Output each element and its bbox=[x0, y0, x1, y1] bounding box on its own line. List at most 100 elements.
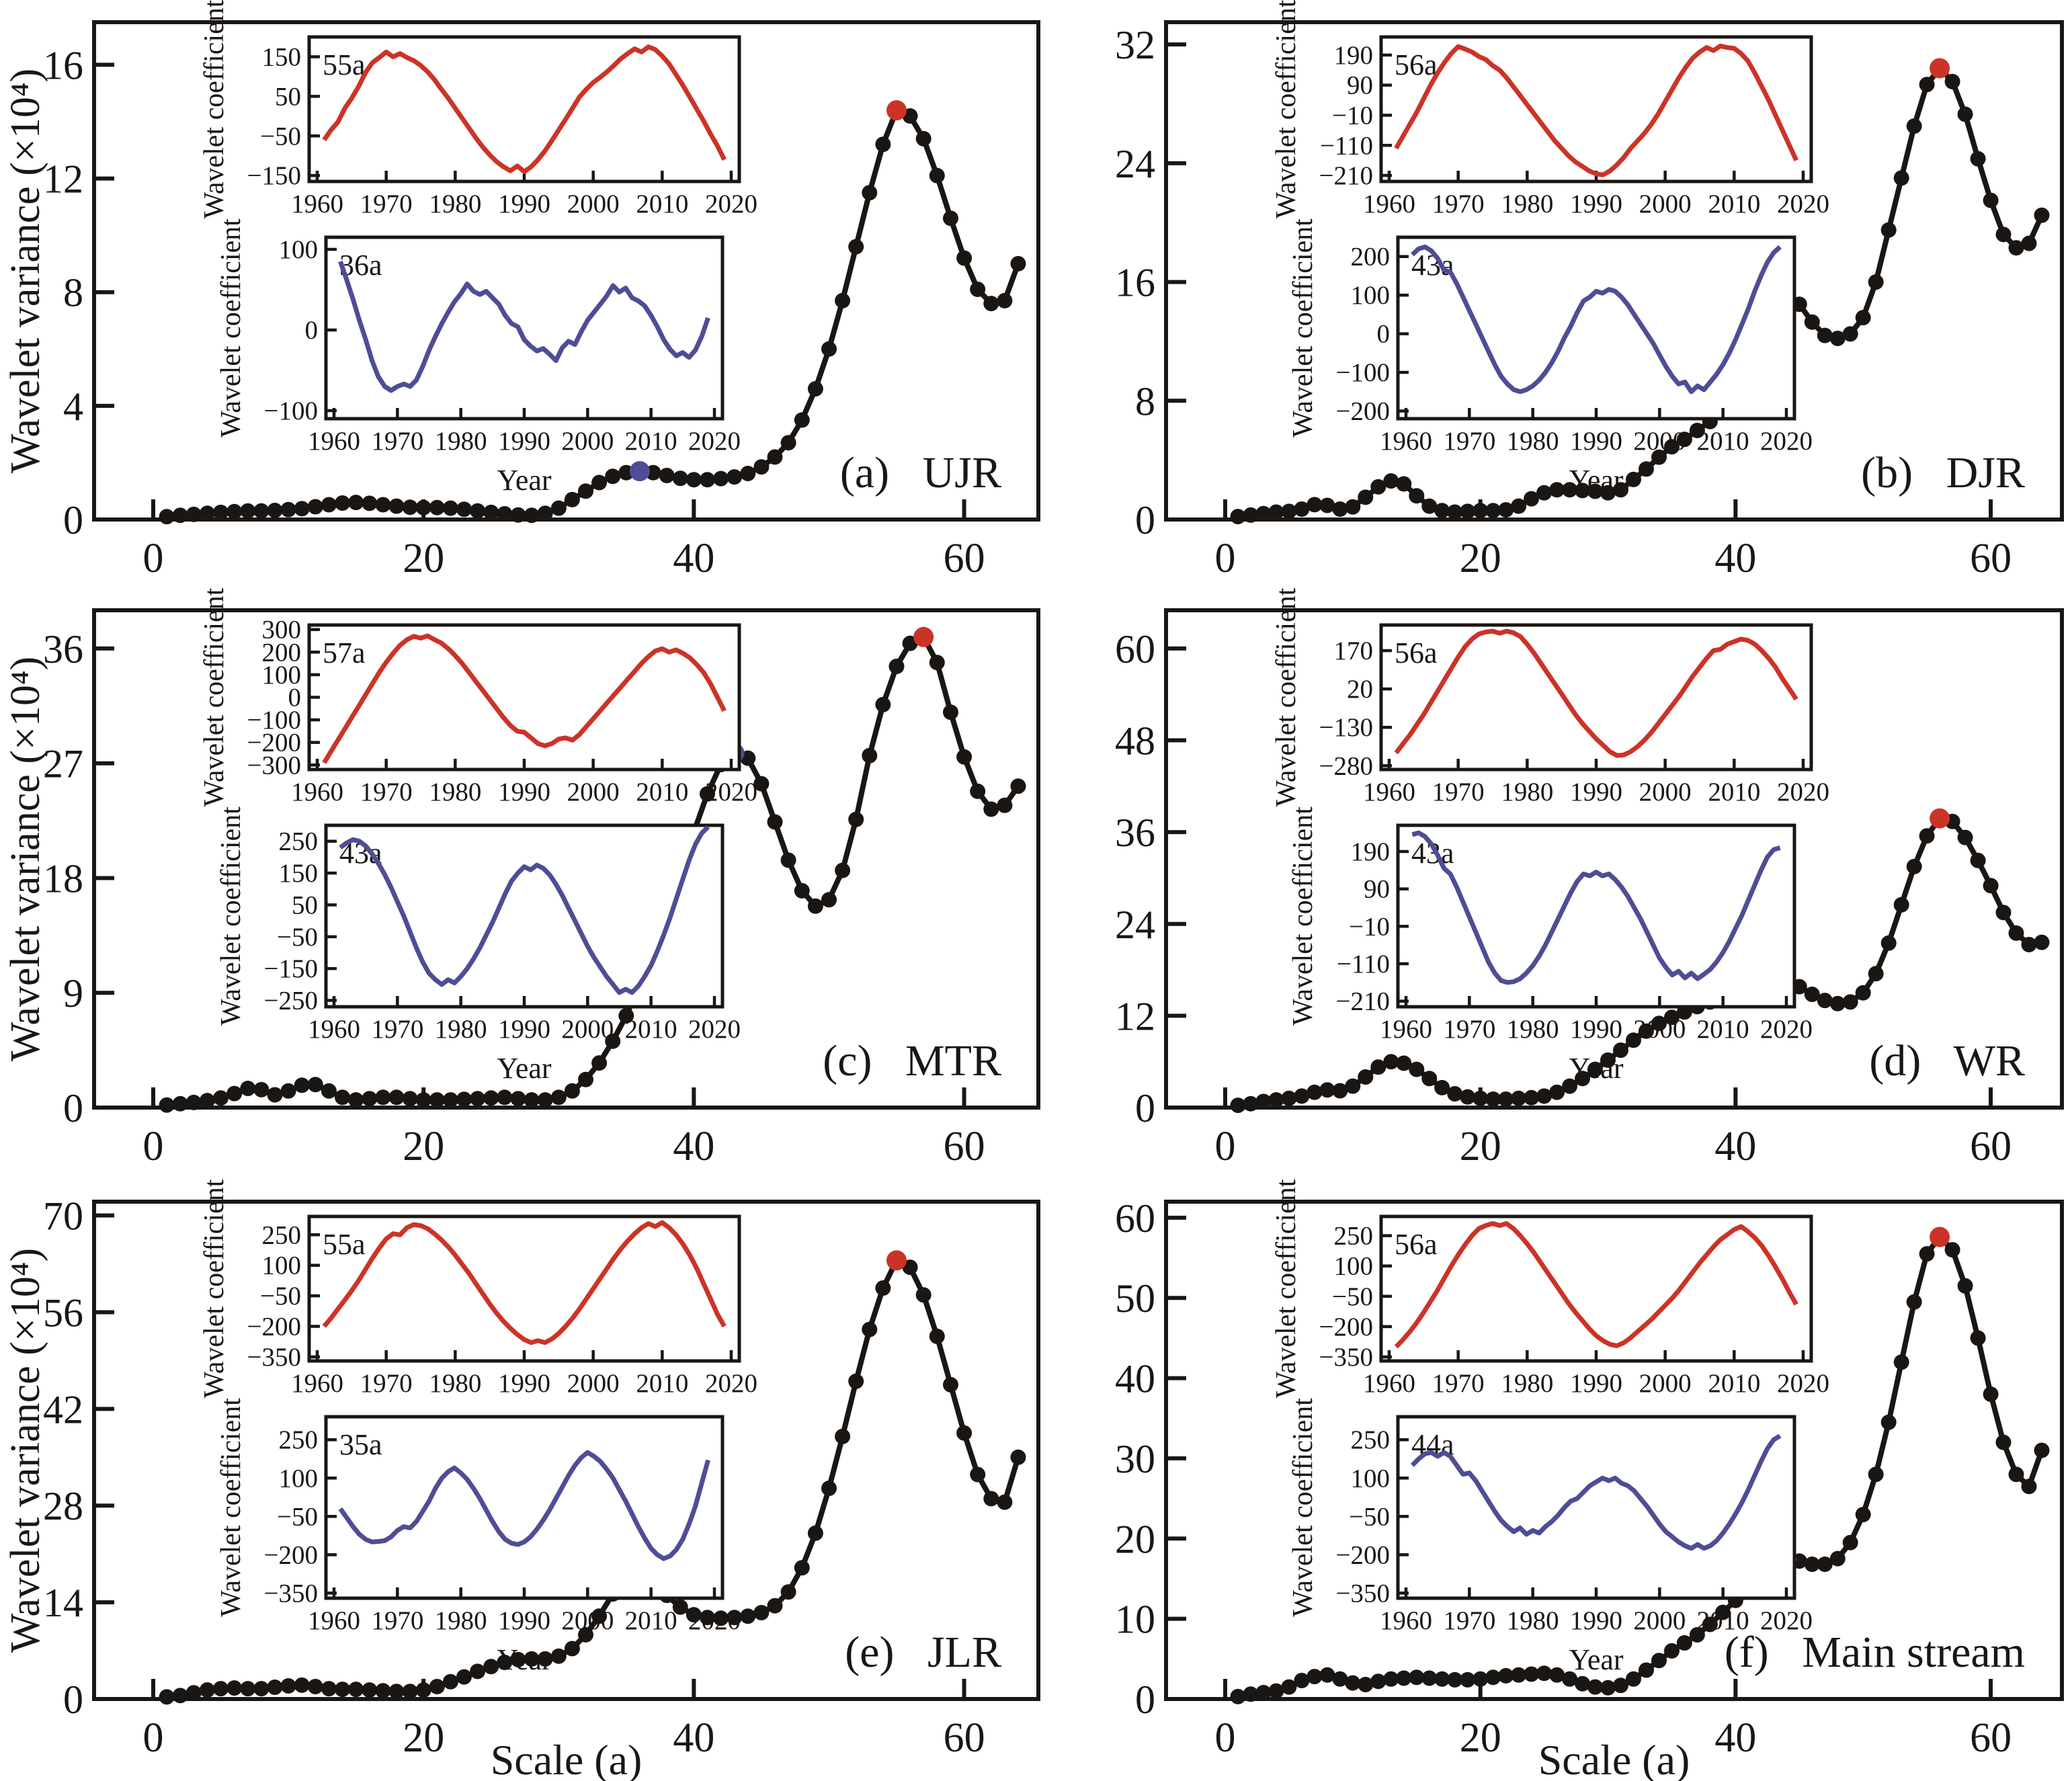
data-point bbox=[1613, 482, 1628, 498]
inset-x-tick-label: 1990 bbox=[498, 1015, 550, 1044]
x-tick-label: 60 bbox=[944, 1124, 985, 1169]
data-point bbox=[280, 1678, 296, 1694]
data-point bbox=[172, 1095, 188, 1112]
inset-x-tick-label: 2000 bbox=[567, 778, 620, 806]
inset-x-tick-label: 1990 bbox=[498, 1606, 550, 1635]
data-point bbox=[1332, 1083, 1348, 1099]
data-point bbox=[1549, 1084, 1565, 1100]
data-point bbox=[1829, 995, 1846, 1011]
data-point bbox=[767, 449, 783, 465]
inset-y-axis-label: Wavelet coefficient bbox=[199, 587, 230, 806]
inset-y-tick-label: 190 bbox=[1334, 41, 1374, 70]
x-tick-label: 0 bbox=[1215, 1715, 1236, 1761]
inset-x-tick-label: 2020 bbox=[705, 778, 757, 806]
inset-curve-red bbox=[322, 633, 727, 764]
y-tick-label: 0 bbox=[63, 1678, 83, 1722]
data-point bbox=[537, 1092, 553, 1108]
inset-y-tick-label: −350 bbox=[247, 1343, 302, 1372]
data-point bbox=[1332, 1671, 1348, 1687]
inset-y-tick-label: 90 bbox=[1347, 71, 1373, 100]
data-point bbox=[456, 1669, 472, 1685]
inset-y-tick-label: −200 bbox=[1336, 1540, 1391, 1569]
data-point bbox=[1983, 878, 1999, 894]
inset-frame bbox=[1396, 1415, 1796, 1600]
inset-x-tick-label: 1960 bbox=[291, 190, 343, 218]
data-point bbox=[1010, 1449, 1026, 1465]
inset-curve-red bbox=[1394, 628, 1798, 758]
x-tick-label: 40 bbox=[1714, 1124, 1756, 1169]
data-point bbox=[375, 497, 391, 513]
inset-x-tick-label: 1990 bbox=[1570, 1606, 1622, 1635]
data-point bbox=[727, 1610, 743, 1626]
inset-y-axis-label: Wavelet coefficient bbox=[1288, 1398, 1319, 1617]
inset-y-tick-label: 200 bbox=[262, 638, 302, 667]
data-point bbox=[1587, 1061, 1603, 1077]
data-point bbox=[578, 483, 593, 499]
data-point bbox=[1396, 476, 1412, 492]
data-point bbox=[1868, 1466, 1884, 1483]
y-tick-label: 20 bbox=[1115, 1517, 1155, 1561]
data-point bbox=[1383, 473, 1399, 489]
data-point bbox=[280, 501, 296, 517]
inset-frame bbox=[1396, 235, 1796, 421]
data-point bbox=[1600, 1680, 1616, 1696]
inset-x-tick-label: 1990 bbox=[1570, 1369, 1622, 1398]
inset-x-tick-label: 1980 bbox=[429, 1369, 481, 1398]
data-point bbox=[902, 1259, 918, 1276]
inset-x-tick-label: 1970 bbox=[1443, 427, 1495, 456]
inset-x-tick-label: 1980 bbox=[435, 1015, 487, 1044]
data-point bbox=[1383, 1671, 1399, 1687]
data-point bbox=[578, 1071, 593, 1087]
data-point bbox=[1639, 461, 1654, 477]
inset-x-tick-label: 2000 bbox=[567, 190, 620, 218]
data-point bbox=[983, 1491, 999, 1507]
y-tick-label: 60 bbox=[1115, 627, 1155, 671]
inset-x-axis-label: Year bbox=[1569, 464, 1623, 497]
x-tick-label: 40 bbox=[1714, 1715, 1756, 1761]
inset-y-tick-label: −150 bbox=[264, 954, 319, 983]
data-point bbox=[1664, 439, 1680, 455]
data-point bbox=[1714, 1604, 1731, 1620]
data-point bbox=[915, 1287, 931, 1303]
data-point bbox=[1970, 852, 1986, 868]
plot-frame bbox=[92, 608, 1040, 1110]
y-tick-label: 16 bbox=[1115, 261, 1155, 305]
data-point bbox=[307, 1679, 323, 1694]
data-point bbox=[348, 495, 364, 511]
inset-x-tick-label: 1970 bbox=[1432, 778, 1485, 806]
data-point bbox=[1294, 501, 1310, 517]
data-point bbox=[335, 1089, 350, 1106]
data-point bbox=[1396, 1670, 1412, 1686]
data-point bbox=[294, 1077, 310, 1093]
data-point bbox=[335, 495, 350, 511]
data-point bbox=[294, 501, 310, 517]
inset-curve-blue bbox=[1411, 830, 1781, 985]
data-point bbox=[1524, 1089, 1540, 1106]
x-tick-label: 20 bbox=[403, 1124, 444, 1169]
x-tick-label: 20 bbox=[1460, 536, 1501, 581]
data-point bbox=[1817, 993, 1833, 1009]
data-point bbox=[1307, 1669, 1323, 1685]
data-point bbox=[753, 459, 770, 475]
inset-y-tick-label: −100 bbox=[247, 706, 302, 735]
data-point bbox=[807, 898, 823, 914]
data-point bbox=[1447, 1671, 1463, 1688]
data-point bbox=[1957, 829, 1973, 845]
data-point bbox=[550, 500, 567, 516]
inset-y-tick-label: −50 bbox=[277, 923, 318, 952]
plot-frame bbox=[92, 20, 1040, 522]
y-tick-label: 10 bbox=[1115, 1598, 1155, 1642]
inset-x-axis-label: Year bbox=[497, 464, 551, 497]
data-point bbox=[875, 1280, 891, 1296]
inset-x-tick-label: 1960 bbox=[1363, 778, 1415, 806]
data-point bbox=[1676, 431, 1692, 448]
inset-curve-blue bbox=[1410, 1434, 1782, 1551]
inset-x-tick-label: 2020 bbox=[688, 1606, 741, 1635]
y-tick-label: 56 bbox=[43, 1290, 83, 1335]
data-point bbox=[794, 412, 810, 428]
data-point bbox=[929, 1328, 945, 1344]
data-point bbox=[956, 1425, 972, 1441]
data-point bbox=[1473, 1090, 1489, 1106]
data-point bbox=[1524, 491, 1540, 507]
